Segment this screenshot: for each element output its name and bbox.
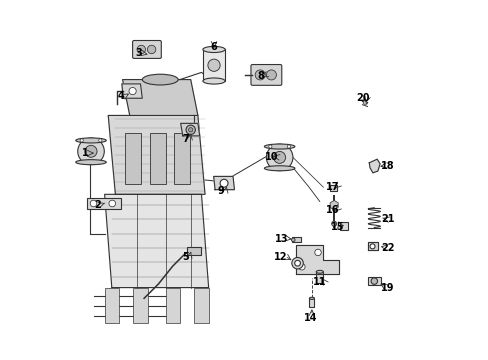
Text: 9: 9 bbox=[217, 186, 224, 196]
Polygon shape bbox=[180, 123, 199, 136]
Ellipse shape bbox=[309, 297, 314, 300]
Circle shape bbox=[99, 139, 102, 142]
Circle shape bbox=[266, 144, 292, 171]
Circle shape bbox=[80, 139, 83, 142]
Polygon shape bbox=[295, 245, 338, 274]
Bar bbox=[133, 288, 147, 323]
Text: 21: 21 bbox=[381, 215, 394, 224]
Bar bbox=[174, 134, 190, 184]
Polygon shape bbox=[368, 159, 379, 173]
Circle shape bbox=[147, 45, 156, 54]
Ellipse shape bbox=[264, 144, 294, 149]
Polygon shape bbox=[213, 176, 234, 190]
Circle shape bbox=[268, 145, 271, 148]
Circle shape bbox=[78, 138, 104, 165]
Text: 11: 11 bbox=[312, 277, 326, 287]
Circle shape bbox=[129, 87, 136, 95]
Circle shape bbox=[220, 179, 227, 187]
Circle shape bbox=[90, 200, 97, 207]
Bar bbox=[340, 222, 347, 230]
Text: 12: 12 bbox=[273, 252, 286, 262]
Circle shape bbox=[291, 257, 303, 269]
Bar bbox=[125, 134, 141, 184]
Text: 17: 17 bbox=[325, 182, 338, 192]
Bar bbox=[203, 49, 224, 81]
Bar bbox=[86, 198, 121, 210]
Polygon shape bbox=[367, 242, 377, 250]
Polygon shape bbox=[122, 84, 142, 98]
Bar bbox=[149, 134, 165, 184]
Circle shape bbox=[188, 128, 192, 132]
Text: 19: 19 bbox=[381, 283, 394, 293]
Text: 3: 3 bbox=[135, 48, 142, 58]
Bar bbox=[367, 277, 380, 285]
Text: 20: 20 bbox=[355, 93, 369, 103]
Ellipse shape bbox=[264, 166, 294, 171]
Polygon shape bbox=[104, 194, 208, 288]
Text: 1: 1 bbox=[81, 148, 88, 158]
Circle shape bbox=[331, 221, 336, 226]
Circle shape bbox=[369, 244, 374, 249]
Text: 4: 4 bbox=[117, 91, 124, 101]
Circle shape bbox=[137, 45, 145, 54]
Bar bbox=[187, 247, 201, 255]
Text: 2: 2 bbox=[94, 200, 101, 210]
Ellipse shape bbox=[76, 138, 106, 143]
Circle shape bbox=[255, 70, 264, 80]
Text: 22: 22 bbox=[381, 243, 394, 253]
Circle shape bbox=[370, 278, 377, 284]
Circle shape bbox=[109, 200, 115, 207]
Text: 5: 5 bbox=[182, 252, 188, 262]
Bar bbox=[329, 185, 336, 191]
Bar bbox=[165, 288, 180, 323]
Text: 7: 7 bbox=[182, 134, 188, 144]
Text: 14: 14 bbox=[304, 313, 317, 323]
Text: 13: 13 bbox=[275, 234, 288, 244]
Circle shape bbox=[363, 101, 366, 104]
Circle shape bbox=[266, 70, 276, 80]
Circle shape bbox=[273, 152, 285, 163]
Circle shape bbox=[298, 264, 305, 270]
Ellipse shape bbox=[203, 46, 224, 53]
Circle shape bbox=[185, 125, 195, 134]
Text: 6: 6 bbox=[210, 42, 217, 52]
Circle shape bbox=[207, 59, 220, 71]
Bar bbox=[194, 288, 208, 323]
Circle shape bbox=[291, 238, 294, 242]
Circle shape bbox=[85, 145, 97, 157]
Ellipse shape bbox=[316, 270, 323, 273]
Bar bbox=[309, 298, 314, 307]
Circle shape bbox=[314, 249, 321, 256]
FancyBboxPatch shape bbox=[250, 64, 281, 85]
Text: 10: 10 bbox=[264, 152, 278, 162]
Ellipse shape bbox=[142, 74, 178, 85]
Bar bbox=[316, 272, 323, 283]
Polygon shape bbox=[108, 116, 204, 194]
Polygon shape bbox=[122, 80, 198, 116]
Text: 18: 18 bbox=[380, 161, 394, 171]
Circle shape bbox=[287, 145, 290, 148]
Circle shape bbox=[294, 260, 300, 266]
Text: 15: 15 bbox=[330, 222, 344, 231]
Text: 16: 16 bbox=[325, 206, 338, 216]
Ellipse shape bbox=[203, 78, 224, 84]
Bar bbox=[291, 237, 301, 242]
Ellipse shape bbox=[76, 160, 106, 165]
Text: 8: 8 bbox=[257, 71, 264, 81]
FancyBboxPatch shape bbox=[132, 41, 161, 58]
Bar bbox=[104, 288, 119, 323]
